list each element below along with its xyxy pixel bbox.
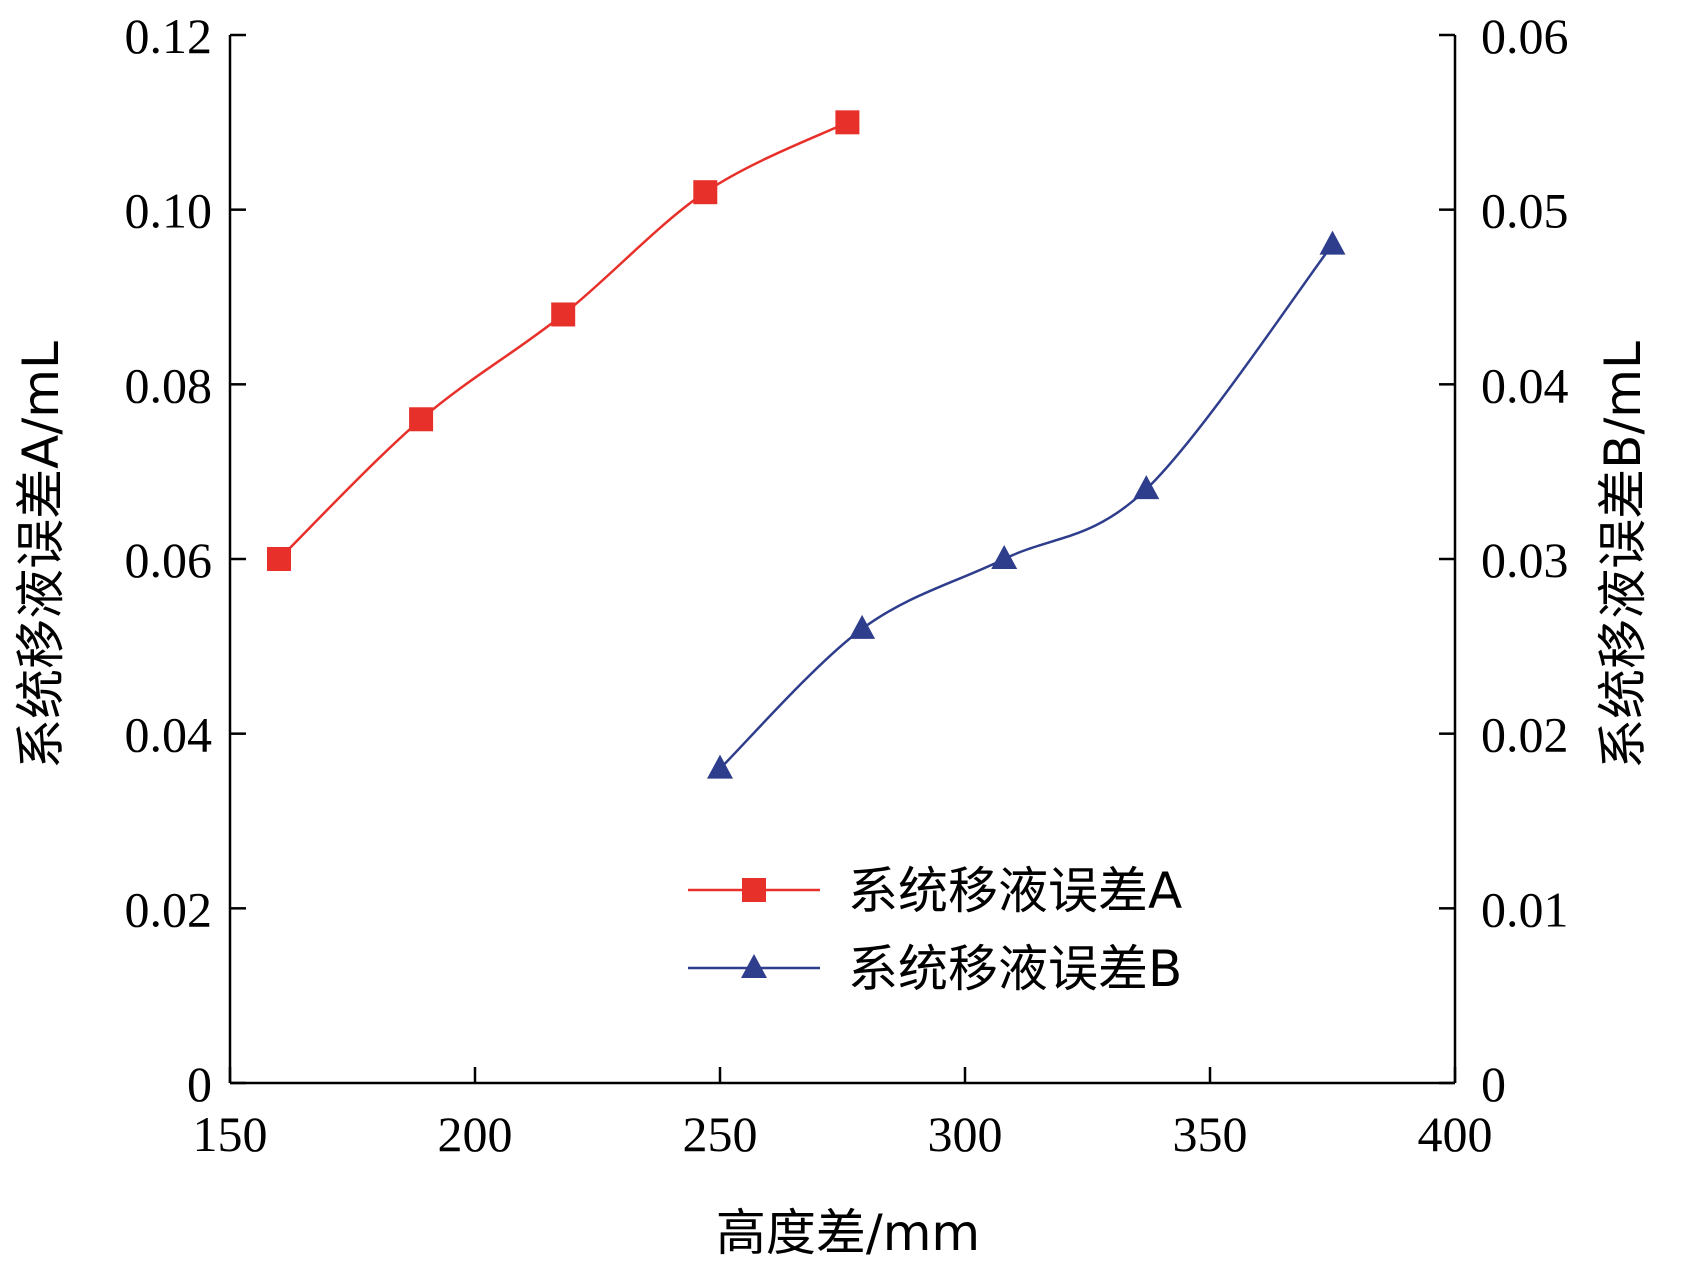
left-y-tick-label: 0.06 <box>125 532 213 588</box>
right-y-tick-label: 0.02 <box>1481 707 1569 763</box>
right-y-tick-label: 0.01 <box>1481 881 1569 937</box>
left-y-tick-label: 0.10 <box>125 183 213 239</box>
data-point <box>409 407 434 432</box>
series-a <box>267 110 860 571</box>
data-point <box>693 180 718 205</box>
x-axis-title: 高度差/mm <box>716 1204 980 1262</box>
legend-marker <box>741 954 767 978</box>
series-group <box>267 110 1346 779</box>
x-tick-label: 150 <box>193 1106 268 1162</box>
axes <box>228 35 1457 1085</box>
data-point <box>1319 230 1346 255</box>
legend: 系统移液误差A 系统移液误差B <box>688 862 1182 998</box>
x-tick-label: 200 <box>438 1106 513 1162</box>
data-point <box>267 547 291 571</box>
series-line <box>719 243 1334 770</box>
right-y-axis-ticks: 0 0.01 0.02 0.03 0.04 0.05 0.06 <box>1439 8 1569 1112</box>
data-point <box>551 302 576 327</box>
x-tick-label: 300 <box>928 1106 1003 1162</box>
x-tick-label: 250 <box>683 1106 758 1162</box>
left-y-tick-label: 0.08 <box>125 357 213 413</box>
left-y-tick-label: 0.12 <box>125 8 213 64</box>
left-y-axis-ticks: 0 0.02 0.04 0.06 0.08 0.10 0.12 <box>125 8 246 1112</box>
right-y-tick-label: 0.05 <box>1481 183 1569 239</box>
right-y-axis-title: 系统移液误差B/mL <box>1594 341 1652 769</box>
legend-label: 系统移液误差A <box>848 862 1182 920</box>
left-y-axis-title: 系统移液误差A/mL <box>12 341 70 769</box>
data-point <box>1133 475 1160 500</box>
right-y-tick-label: 0.04 <box>1481 357 1569 413</box>
series-b <box>707 230 1346 779</box>
right-y-tick-label: 0.06 <box>1481 8 1569 64</box>
left-y-tick-label: 0.02 <box>125 881 213 937</box>
data-point <box>707 754 733 779</box>
x-axis-ticks: 150 200 250 300 350 400 <box>193 1067 1493 1162</box>
x-tick-label: 400 <box>1418 1106 1493 1162</box>
right-y-tick-label: 0.03 <box>1481 532 1569 588</box>
left-y-tick-label: 0 <box>187 1056 212 1112</box>
data-point <box>835 110 860 135</box>
legend-marker <box>742 878 766 902</box>
data-point <box>991 545 1018 569</box>
left-y-tick-label: 0.04 <box>125 707 213 763</box>
right-y-tick-label: 0 <box>1481 1056 1506 1112</box>
data-point <box>849 614 876 639</box>
legend-label: 系统移液误差B <box>848 940 1182 998</box>
x-tick-label: 350 <box>1173 1106 1248 1162</box>
series-line <box>278 121 848 560</box>
